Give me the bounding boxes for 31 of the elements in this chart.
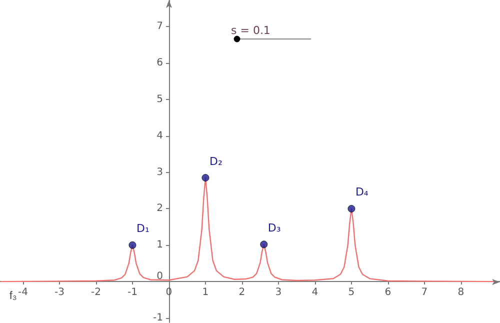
annotation: D₃ [268,221,281,234]
series-label: f₃ [9,290,17,302]
x-tick-label: -4 [18,286,28,298]
y-tick-label: -1 [152,312,163,323]
y-tick-label: 1 [156,240,163,251]
y-tick-label: 5 [156,94,163,105]
x-tick-label: 6 [384,286,392,298]
annotation: D₂ [209,154,222,168]
y-tick-label: 0 [156,271,163,282]
point [348,204,356,212]
x-tick-label: 7 [421,286,428,298]
y-tick-label: 6 [156,58,163,69]
point [202,174,210,182]
annotation: D₄ [355,186,369,199]
x-tick-label: -2 [90,286,101,298]
point [260,240,268,248]
x-tick-label: 3 [275,286,282,298]
x-tick-label: -1 [127,286,138,298]
x-tick-label: -3 [54,286,64,298]
y-tick-label: 2 [156,203,163,214]
annotation: s = 0.1 [231,24,270,37]
x-tick-label: 5 [348,286,355,298]
x-tick-label: 4 [312,286,318,298]
y-tick-label: 3 [156,166,163,178]
x-tick-label: 2 [238,286,246,298]
y-tick-label: 4 [156,130,163,142]
x-tick-label: 8 [458,286,464,298]
point [128,241,136,249]
x-tick-label: 1 [202,286,209,298]
annotation: D₁ [136,222,150,236]
y-tick-label: 7 [156,21,163,32]
